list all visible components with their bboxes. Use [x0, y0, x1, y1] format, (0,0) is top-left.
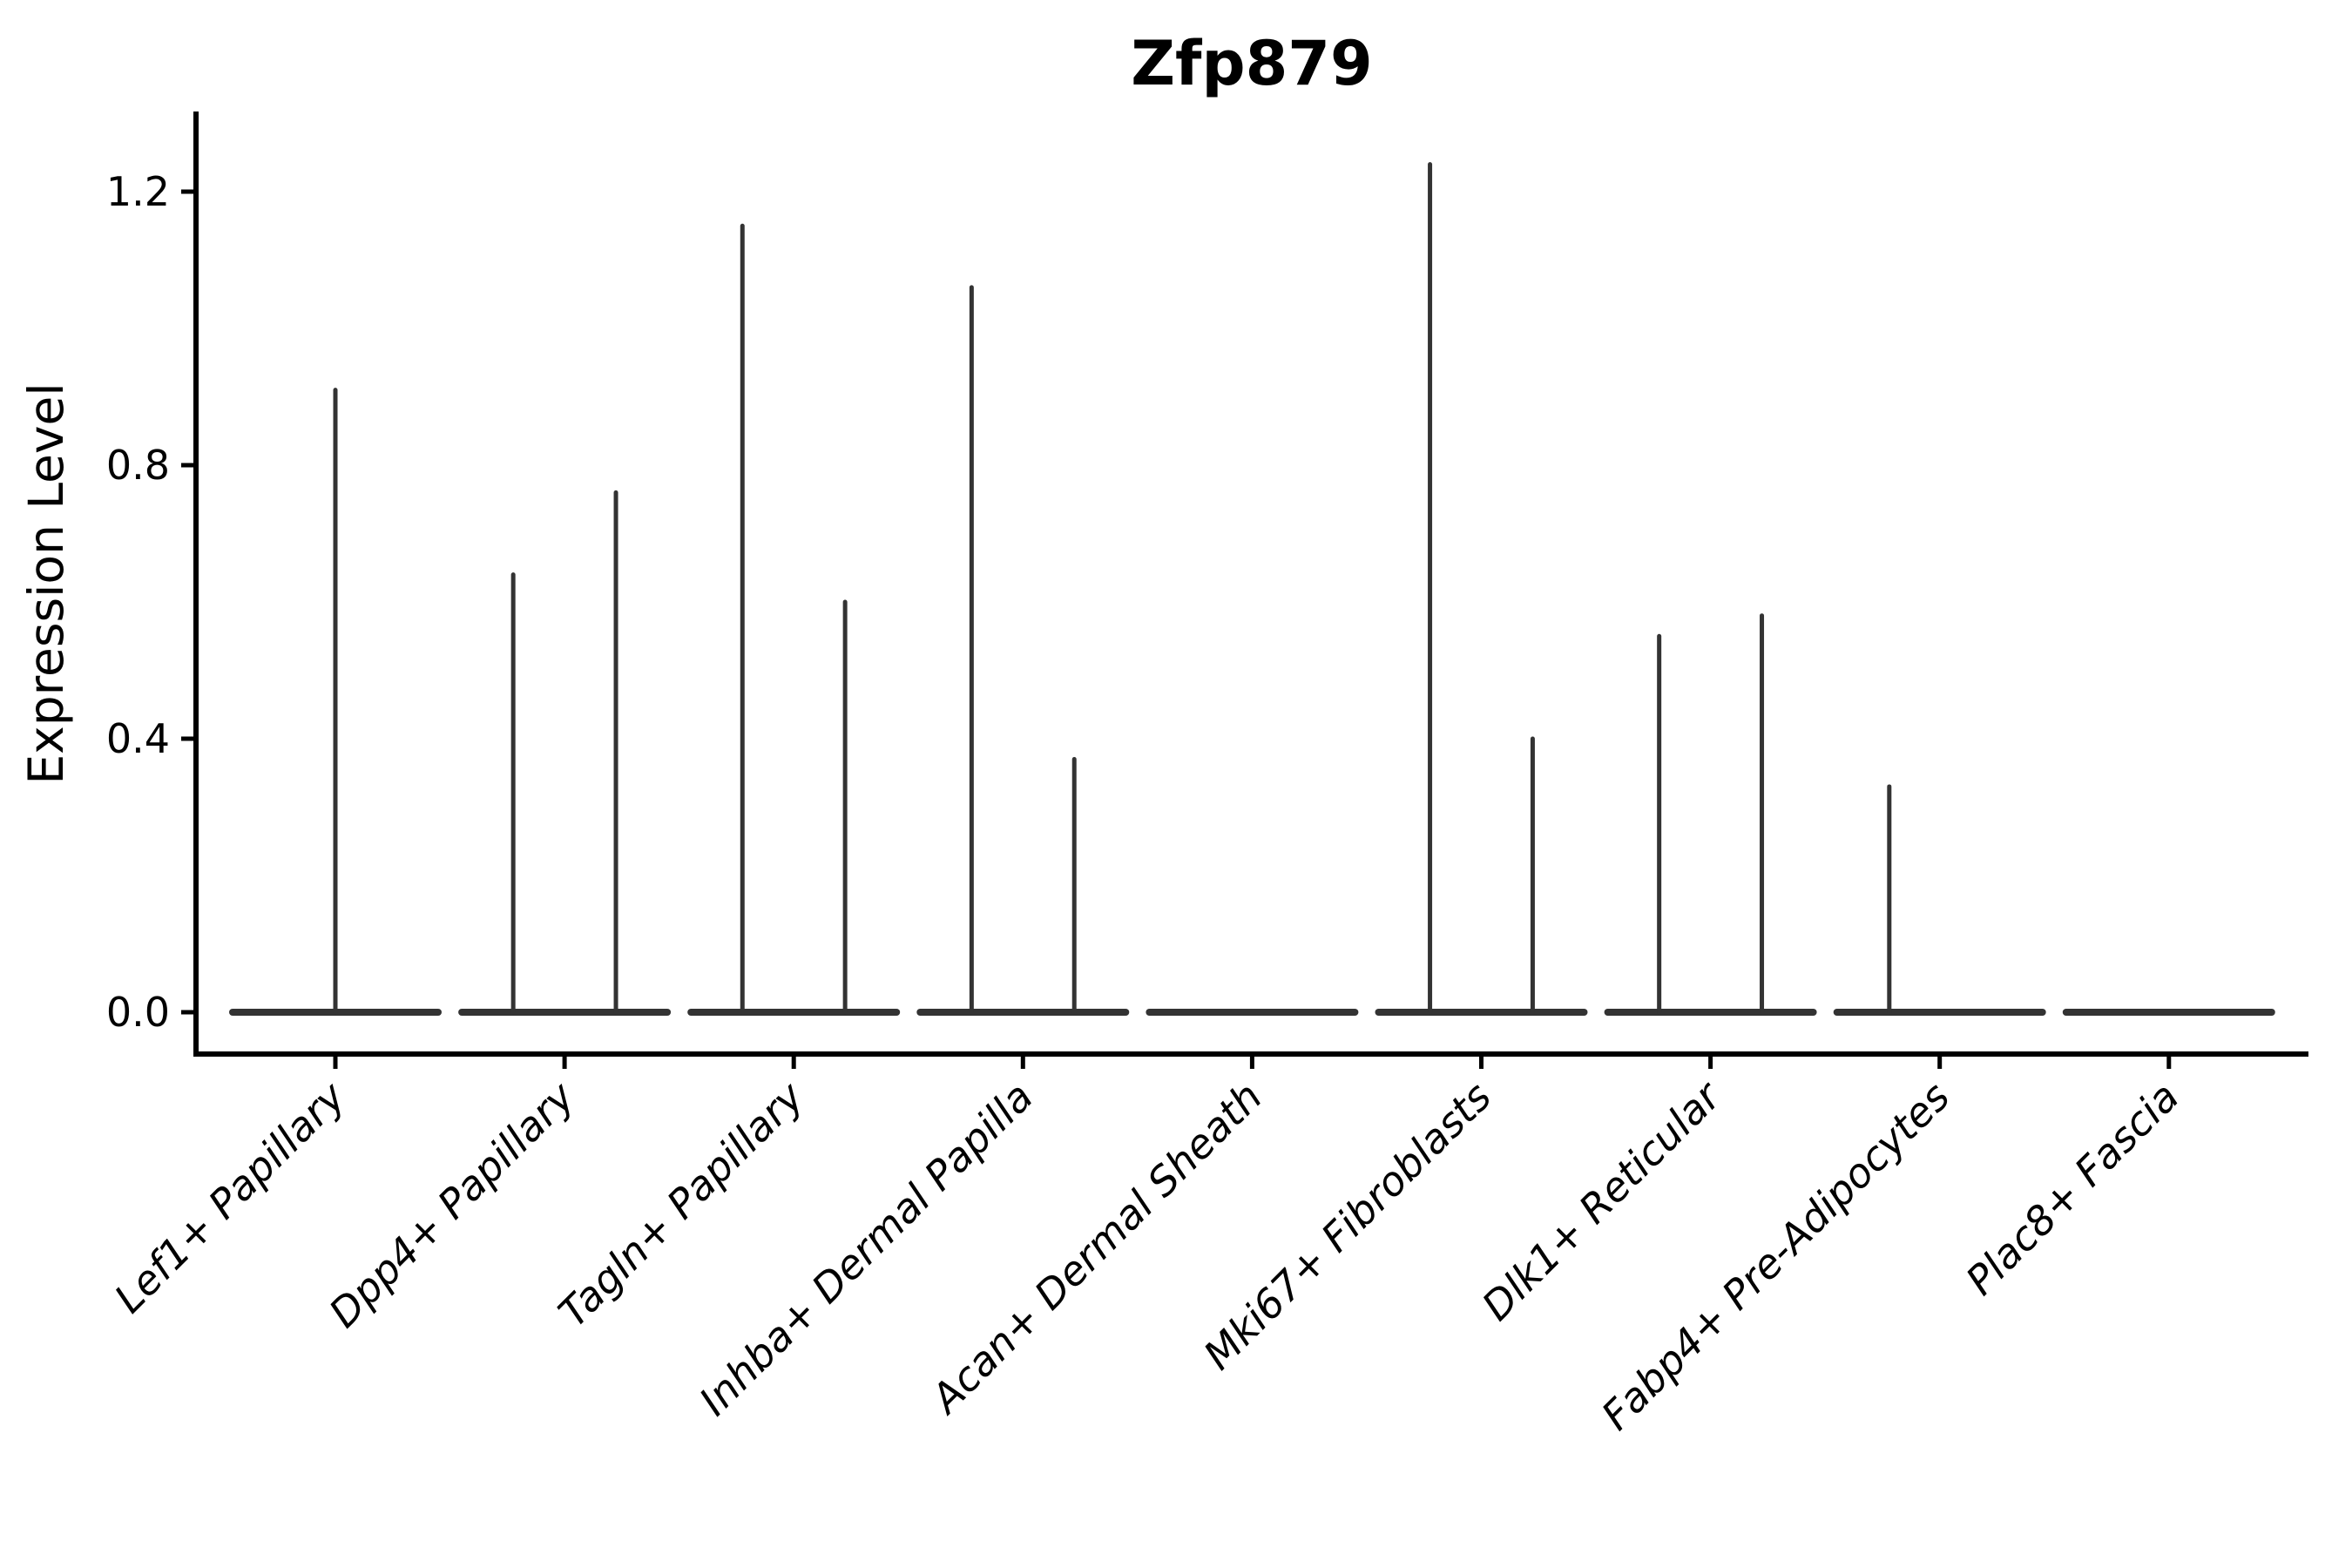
x-tick-label: Dlk1+ Reticular: [1473, 1071, 1732, 1329]
y-tick-label: 1.2: [106, 168, 170, 215]
axes: [181, 112, 2308, 1069]
x-tick-label: Plac8+ Fascia: [1957, 1073, 2187, 1304]
violin-1: [229, 388, 442, 1016]
y-tick-label: 0.0: [106, 989, 170, 1036]
y-tick-label: 0.4: [106, 715, 170, 762]
x-tick-label: Lef1+ Papillary: [105, 1072, 355, 1321]
violin-8: [1833, 784, 2046, 1016]
violin-4: [916, 285, 1130, 1016]
chart-title: Zfp879: [1131, 28, 1372, 99]
violins: [229, 162, 2275, 1016]
x-tick-label: Tagln+ Papillary: [550, 1072, 814, 1336]
x-tick-label: Dpp4+ Papillary: [320, 1072, 584, 1336]
y-tick-label: 0.8: [106, 442, 170, 489]
violin-7: [1604, 613, 1817, 1016]
violin-3: [687, 223, 901, 1016]
y-axis-label: Expression Level: [18, 382, 74, 784]
violin-2: [458, 490, 672, 1016]
violin-6: [1375, 162, 1588, 1016]
